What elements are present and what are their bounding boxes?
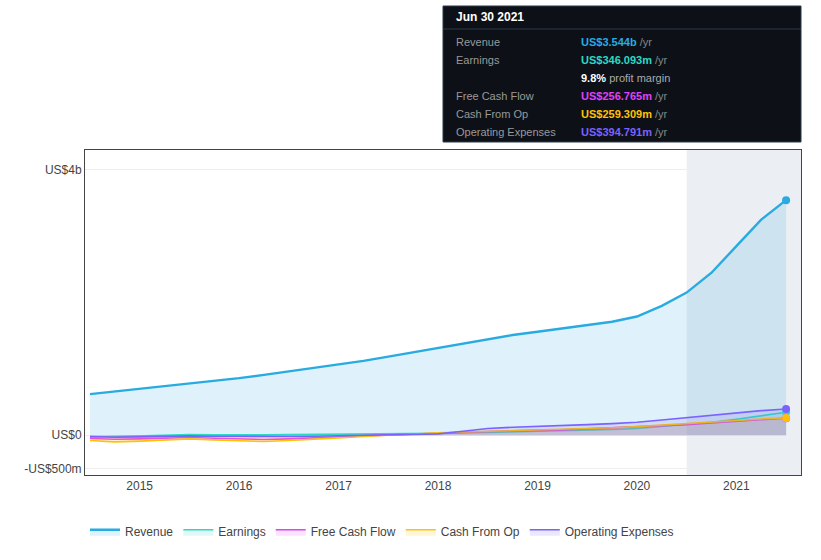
svg-text:2019: 2019: [524, 479, 551, 493]
svg-text:2017: 2017: [325, 479, 352, 493]
svg-text:Earnings: Earnings: [218, 525, 265, 539]
svg-text:2020: 2020: [624, 479, 651, 493]
svg-text:US$256.765m /yr: US$256.765m /yr: [581, 90, 668, 102]
svg-text:US$259.309m /yr: US$259.309m /yr: [581, 108, 668, 120]
svg-text:Earnings: Earnings: [456, 54, 500, 66]
svg-text:Free Cash Flow: Free Cash Flow: [456, 90, 534, 102]
svg-text:2015: 2015: [126, 479, 153, 493]
svg-text:2021: 2021: [723, 479, 750, 493]
svg-text:Cash From Op: Cash From Op: [441, 525, 520, 539]
svg-text:Cash From Op: Cash From Op: [456, 108, 528, 120]
svg-text:US$0: US$0: [52, 428, 82, 442]
svg-text:US$394.791m /yr: US$394.791m /yr: [581, 126, 668, 138]
svg-text:Revenue: Revenue: [456, 36, 500, 48]
svg-text:2016: 2016: [226, 479, 253, 493]
svg-text:Operating Expenses: Operating Expenses: [456, 126, 556, 138]
svg-text:Jun 30 2021: Jun 30 2021: [456, 10, 524, 24]
svg-text:Free Cash Flow: Free Cash Flow: [311, 525, 396, 539]
svg-text:US$4b: US$4b: [45, 163, 82, 177]
svg-text:US$3.544b /yr: US$3.544b /yr: [581, 36, 652, 48]
svg-text:9.8% profit margin: 9.8% profit margin: [581, 72, 670, 84]
svg-text:Operating Expenses: Operating Expenses: [565, 525, 674, 539]
svg-text:Revenue: Revenue: [125, 525, 173, 539]
svg-text:-US$500m: -US$500m: [24, 462, 81, 476]
svg-text:2018: 2018: [425, 479, 452, 493]
svg-text:US$346.093m /yr: US$346.093m /yr: [581, 54, 668, 66]
